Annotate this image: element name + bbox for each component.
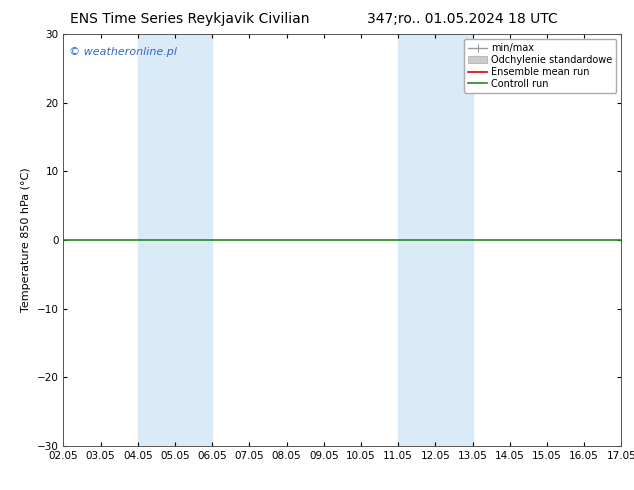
Text: © weatheronline.pl: © weatheronline.pl: [69, 47, 177, 57]
Bar: [138, 34, 212, 446]
Legend: min/max, Odchylenie standardowe, Ensemble mean run, Controll run: min/max, Odchylenie standardowe, Ensembl…: [464, 39, 616, 93]
Text: 347;ro.. 01.05.2024 18 UTC: 347;ro.. 01.05.2024 18 UTC: [368, 12, 558, 26]
Bar: [398, 34, 472, 446]
Text: ENS Time Series Reykjavik Civilian: ENS Time Series Reykjavik Civilian: [70, 12, 310, 26]
Y-axis label: Temperature 850 hPa (°C): Temperature 850 hPa (°C): [21, 168, 31, 313]
